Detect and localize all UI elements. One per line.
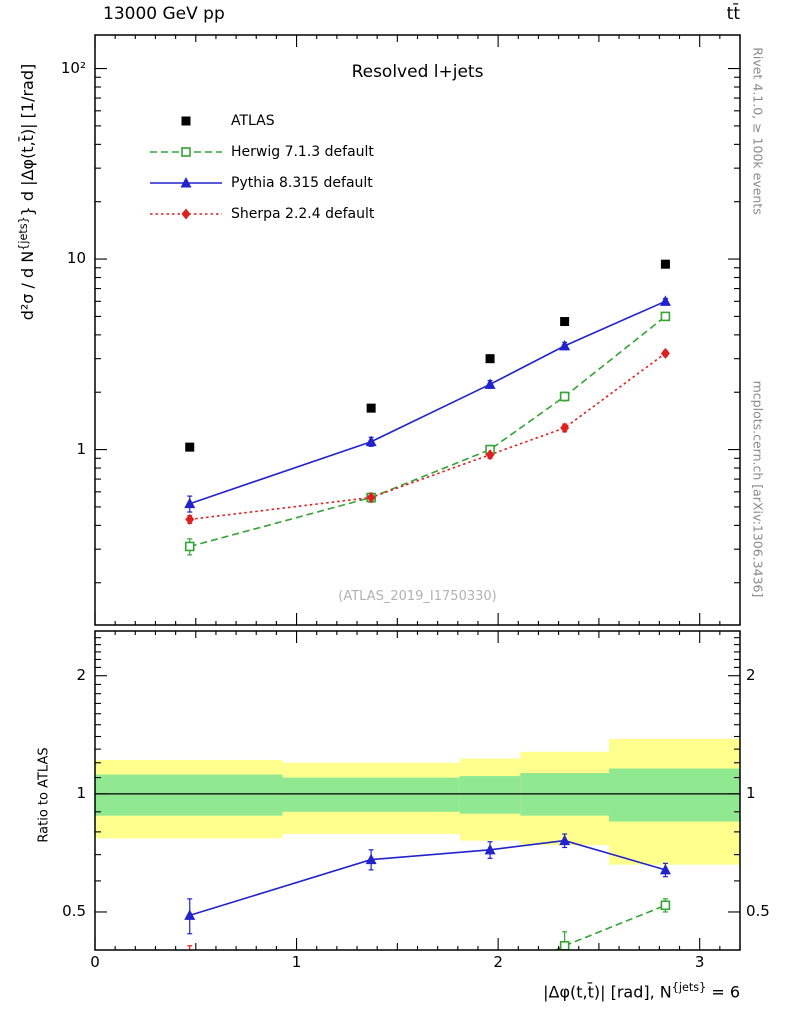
- legend-label-sherpa: Sherpa 2.2.4 default: [231, 206, 375, 222]
- y-axis-label: d²σ / d N{jets}} d |Δφ(t,t̄)| [1/rad]: [16, 63, 38, 321]
- ratio-tick-label-left: 1: [76, 783, 86, 802]
- ratio-tick-label-left: 2: [76, 665, 86, 684]
- uncertainty-bands: [95, 738, 740, 865]
- process-label: tt̄: [726, 4, 740, 24]
- axis-ticks: [94, 35, 741, 950]
- plot-title: Resolved l+jets: [351, 62, 484, 82]
- rivet-version-note: Rivet 4.1.0, ≥ 100k events: [750, 47, 766, 215]
- legend-label-pythia: Pythia 8.315 default: [231, 175, 373, 191]
- y-tick-label: 10: [66, 249, 86, 268]
- analysis-watermark: (ATLAS_2019_I1750330): [338, 589, 497, 604]
- beam-energy-label: 13000 GeV pp: [103, 4, 225, 24]
- mcplots-credit-note: mcplots.cern.ch [arXiv:1306.3436]: [750, 380, 766, 598]
- x-tick-label: 2: [493, 953, 503, 971]
- x-axis-label: |Δφ(t,t̄)| [rad], N{jets} = 6: [543, 981, 740, 1002]
- legend-samples: [150, 116, 222, 220]
- legend-label-herwig: Herwig 7.1.3 default: [231, 144, 374, 160]
- series-ratio: [184, 833, 671, 950]
- series-main: [184, 259, 671, 556]
- y-tick-label: 10²: [60, 58, 86, 77]
- x-tick-label: 3: [694, 953, 705, 971]
- main-frame: [94, 34, 741, 626]
- x-tick-label: 0: [90, 953, 100, 971]
- legend-label-atlas: ATLAS: [231, 113, 275, 129]
- ratio-tick-label-left: 0.5: [62, 901, 86, 920]
- y-tick-label: 1: [76, 439, 86, 458]
- ratio-tick-label-right: 1: [746, 783, 756, 802]
- ratio-tick-label-right: 2: [746, 665, 756, 684]
- ratio-tick-label-right: 0.5: [746, 901, 770, 920]
- x-tick-label: 1: [291, 953, 302, 971]
